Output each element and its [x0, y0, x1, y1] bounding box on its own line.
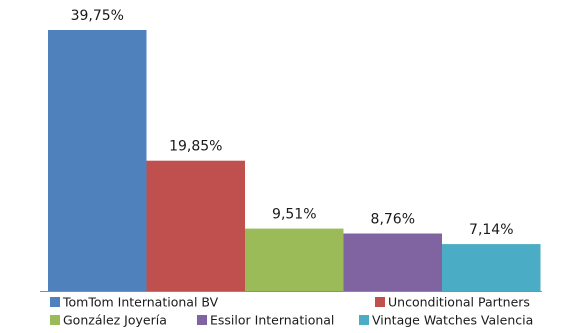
- bar-1: [48, 30, 147, 291]
- legend-label-2: Unconditional Partners: [388, 295, 530, 310]
- value-label-1: 39,75%: [71, 8, 124, 24]
- legend-swatch-3: [50, 315, 60, 325]
- legend-label-1: TomTom International BV: [62, 295, 219, 310]
- value-labels-group: 39,75% 19,85% 9,51% 8,76% 7,14%: [71, 8, 514, 238]
- value-label-3: 9,51%: [272, 207, 316, 223]
- legend-label-3: González Joyería: [63, 313, 167, 328]
- legend-swatch-2: [375, 297, 385, 307]
- legend: TomTom International BV Unconditional Par…: [50, 295, 533, 328]
- bars-group: [48, 30, 541, 291]
- value-label-5: 7,14%: [469, 222, 513, 238]
- legend-swatch-5: [359, 315, 369, 325]
- value-label-2: 19,85%: [169, 139, 222, 155]
- legend-label-4: Essilor International: [210, 313, 334, 328]
- legend-swatch-1: [50, 297, 60, 307]
- bar-5: [442, 244, 541, 291]
- legend-swatch-4: [197, 315, 207, 325]
- bar-4: [343, 233, 442, 291]
- bar-3: [245, 228, 344, 291]
- bar-2: [146, 160, 245, 291]
- value-label-4: 8,76%: [371, 212, 415, 228]
- legend-label-5: Vintage Watches Valencia: [372, 313, 533, 328]
